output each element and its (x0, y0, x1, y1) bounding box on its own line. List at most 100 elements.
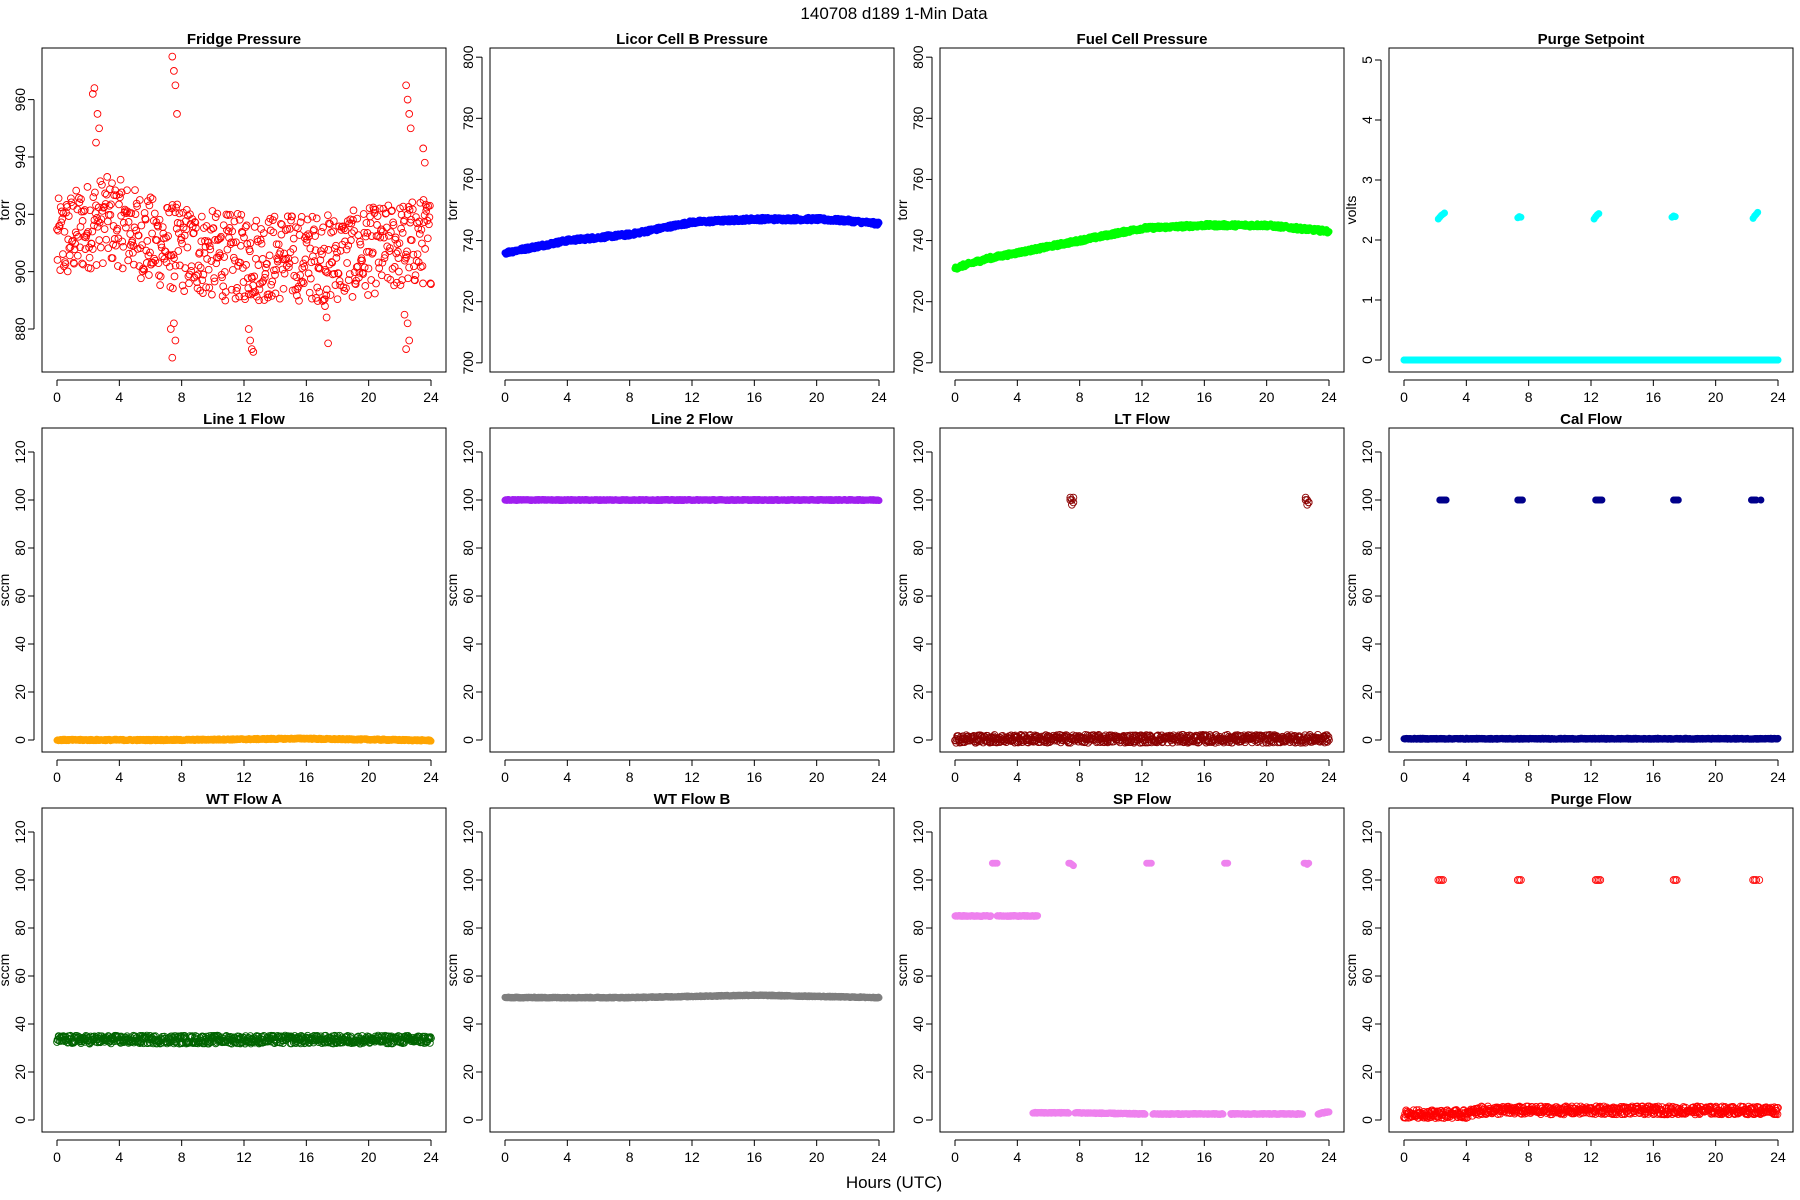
data-point (281, 226, 290, 235)
x-tick-label: 4 (1462, 389, 1470, 405)
data-point (100, 225, 109, 233)
data-point (194, 270, 202, 279)
data-point (257, 225, 265, 233)
data-point (340, 224, 348, 233)
data-point (324, 211, 332, 220)
data-point (322, 285, 331, 294)
data-point (398, 276, 406, 284)
x-tick-label: 20 (1708, 389, 1724, 405)
data-point (170, 67, 178, 75)
data-point (350, 268, 359, 277)
data-point (157, 240, 166, 249)
data-point (331, 281, 340, 289)
data-point (64, 235, 73, 244)
data-point (405, 263, 413, 272)
y-tick-label: 740 (460, 229, 476, 253)
data-point (208, 207, 217, 215)
data-point (196, 286, 205, 295)
y-tick-label: 760 (910, 168, 926, 192)
data-point (165, 262, 174, 271)
y-axis-label: torr (894, 199, 910, 220)
data-point (168, 52, 177, 61)
data-point (402, 253, 411, 262)
data-point (1774, 356, 1782, 364)
data-point (277, 219, 285, 228)
data-point (271, 271, 279, 279)
data-point (351, 280, 360, 289)
data-point (83, 183, 92, 191)
data-point (171, 208, 179, 217)
data-point (255, 285, 264, 294)
y-axis-label: volts (1343, 196, 1359, 225)
x-tick-label: 4 (563, 389, 571, 405)
panel-title: Licor Cell B Pressure (616, 31, 768, 48)
data-point (365, 204, 374, 212)
data-point (170, 254, 178, 262)
data-point (322, 291, 331, 300)
x-tick-label: 8 (178, 389, 186, 405)
y-tick-label: 80 (12, 540, 28, 556)
y-tick-label: 60 (460, 588, 476, 604)
y-axis-label: torr (0, 199, 12, 220)
data-point (213, 209, 222, 218)
data-point (326, 291, 335, 299)
data-point (251, 288, 260, 297)
data-point (405, 110, 414, 118)
data-point (407, 236, 416, 245)
data-point (174, 247, 183, 255)
data-point (349, 216, 357, 224)
data-point (298, 264, 307, 272)
data-point (240, 233, 248, 242)
data-points (501, 495, 883, 504)
data-point (387, 207, 396, 215)
y-tick-label: 20 (12, 684, 28, 700)
data-point (220, 268, 229, 276)
data-point (1325, 228, 1333, 236)
data-point (418, 262, 427, 270)
data-point (117, 188, 126, 197)
x-tick-label: 20 (361, 389, 377, 405)
data-point (189, 229, 198, 237)
data-point (59, 250, 67, 258)
data-point (313, 283, 322, 292)
data-point (91, 188, 99, 197)
plot-frame (489, 47, 895, 373)
data-point (211, 213, 220, 221)
data-point (415, 230, 424, 238)
data-point (228, 227, 237, 236)
data-point (380, 233, 388, 242)
data-point (373, 221, 381, 229)
x-tick-label: 0 (951, 389, 959, 405)
y-tick-label: 780 (460, 106, 476, 130)
data-point (204, 265, 213, 274)
data-point (426, 279, 435, 288)
data-point (386, 275, 395, 284)
data-point (233, 284, 241, 292)
data-point (318, 250, 326, 259)
data-point (312, 214, 321, 223)
data-point (333, 295, 342, 304)
data-point (178, 239, 186, 248)
data-point (73, 251, 82, 260)
data-point (311, 246, 320, 255)
data-point (419, 196, 428, 204)
data-point (381, 251, 389, 259)
data-point (426, 201, 434, 210)
data-point (145, 201, 154, 210)
y-tick-label: 720 (460, 290, 476, 314)
data-point (320, 244, 328, 253)
data-point (60, 227, 69, 236)
data-point (403, 210, 412, 219)
y-axis-label: torr (444, 199, 460, 220)
data-point (350, 227, 358, 235)
data-point (254, 261, 263, 269)
data-point (114, 262, 122, 270)
data-point (236, 241, 245, 250)
data-point (286, 225, 294, 233)
data-point (303, 235, 311, 244)
data-point (92, 261, 101, 269)
x-tick-label: 0 (501, 389, 509, 405)
